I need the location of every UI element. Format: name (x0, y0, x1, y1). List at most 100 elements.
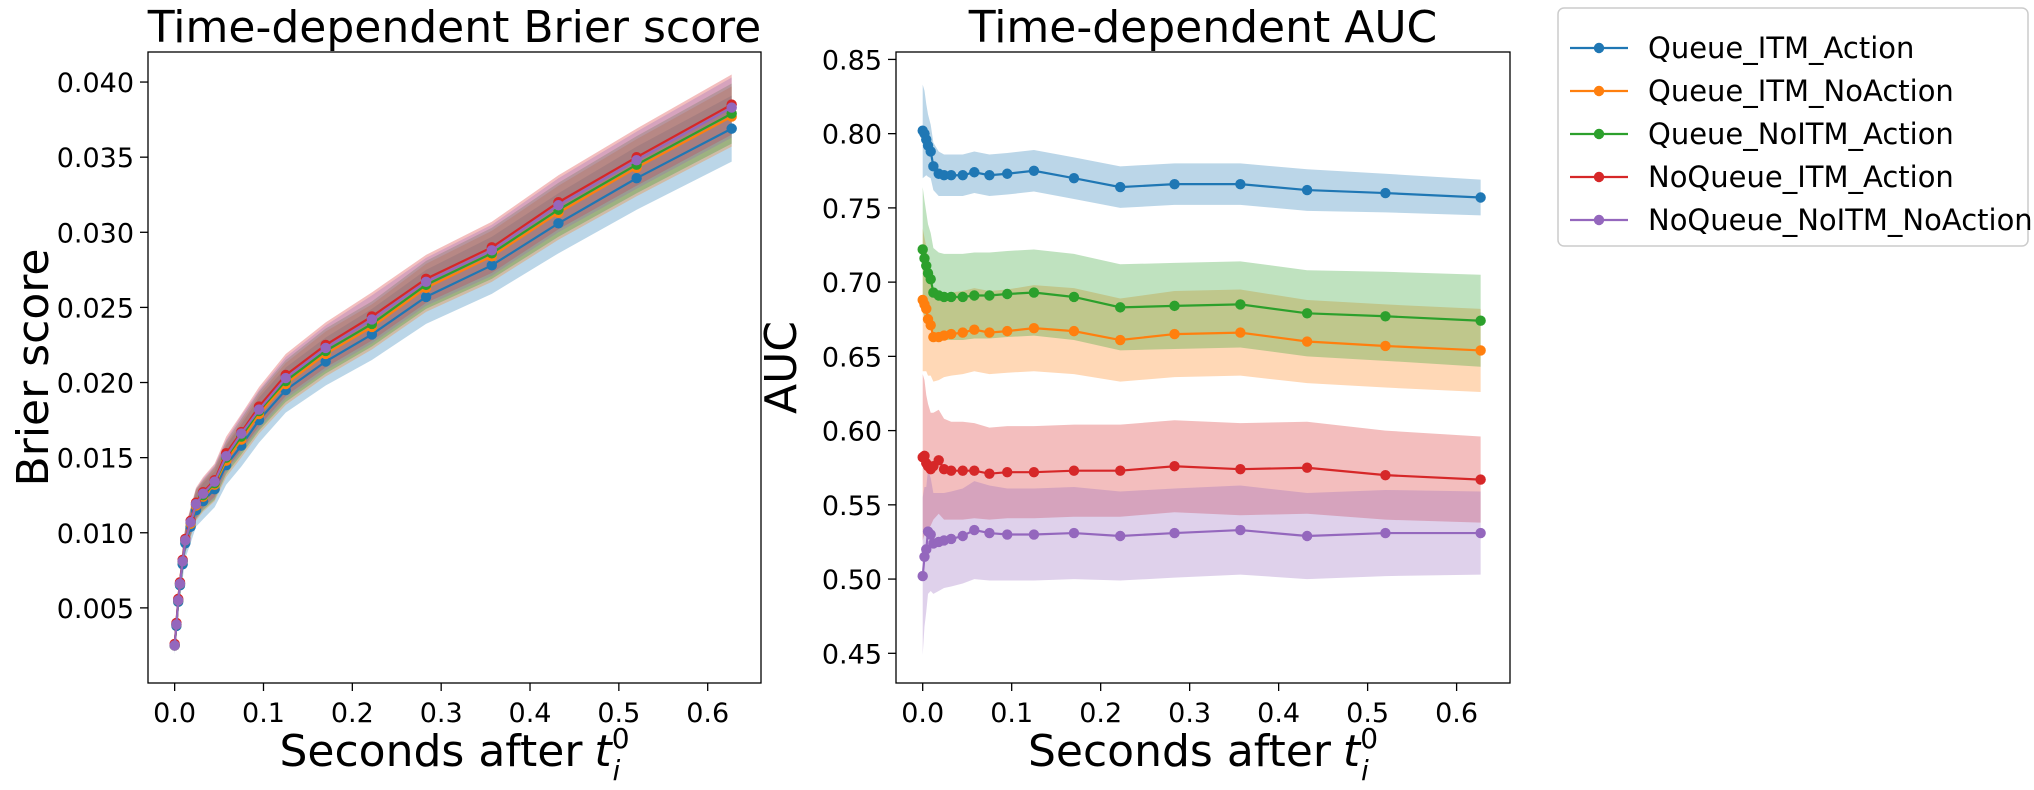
brier-xtick-label: 0.3 (420, 698, 463, 729)
brier-point-NoQueue_NoITM_NoAction-2 (173, 595, 184, 606)
auc-xtick-label: 0.4 (1257, 698, 1300, 729)
brier-band-NoQueue_NoITM_NoAction (174, 77, 732, 652)
auc-point-Queue_NoITM_Action-7 (938, 291, 950, 303)
auc-point-Queue_NoITM_Action-17 (1235, 299, 1246, 310)
auc-point-NoQueue_NoITM_NoAction-19 (1380, 527, 1391, 539)
auc-xtick-label: 0.0 (901, 698, 944, 729)
brier-point-NoQueue_NoITM_NoAction-13 (280, 372, 291, 384)
auc-point-Queue_ITM_Action-20 (1475, 192, 1486, 203)
auc-point-NoQueue_ITM_Action-12 (1002, 466, 1013, 478)
auc-point-Queue_ITM_NoAction-11 (984, 327, 995, 338)
auc-ytick-label: 0.85 (822, 45, 882, 76)
auc-point-Queue_ITM_Action-4 (925, 146, 936, 157)
auc-point-Queue_ITM_NoAction-2 (921, 303, 932, 315)
brier-xtick-label: 0.4 (509, 698, 552, 729)
auc-band-Queue_ITM_NoAction (922, 228, 1481, 392)
auc-point-Queue_ITM_NoAction-18 (1301, 336, 1313, 347)
brier-point-NoQueue_NoITM_NoAction-20 (726, 102, 737, 113)
auc-band-NoQueue_ITM_Action (922, 374, 1481, 541)
brier-line-Queue_ITM_Action (173, 127, 733, 646)
auc-ytick-label: 0.75 (822, 194, 882, 225)
auc-point-Queue_NoITM_Action-11 (984, 290, 995, 301)
auc-point-Queue_ITM_Action-5 (928, 161, 939, 172)
brier-point-NoQueue_NoITM_NoAction-17 (486, 245, 498, 256)
brier-ytick-label: 0.015 (57, 444, 134, 475)
auc-point-NoQueue_ITM_Action-10 (969, 465, 980, 476)
legend-frame (1557, 7, 2029, 247)
auc-point-Queue_ITM_NoAction-14 (1068, 325, 1080, 337)
brier-xlabel: Seconds after t0 i (279, 722, 629, 787)
brier-point-Queue_ITM_Action-15 (366, 329, 378, 340)
auc-point-Queue_ITM_NoAction-9 (957, 327, 968, 338)
auc-point-NoQueue_ITM_Action-19 (1380, 469, 1391, 481)
auc-xtick-label: 0.6 (1435, 698, 1478, 729)
auc-point-NoQueue_ITM_Action-16 (1169, 461, 1180, 472)
auc-point-Queue_NoITM_Action-13 (1028, 287, 1040, 298)
auc-xtick-label: 0.3 (1168, 698, 1211, 729)
auc-point-NoQueue_NoITM_NoAction-11 (984, 527, 995, 539)
auc-point-NoQueue_ITM_Action-20 (1475, 474, 1486, 485)
brier-point-NoQueue_NoITM_NoAction-18 (553, 200, 564, 211)
auc-point-NoQueue_NoITM_NoAction-16 (1169, 527, 1180, 539)
auc-point-Queue_ITM_Action-13 (1028, 165, 1040, 176)
brier-point-NoQueue_NoITM_NoAction-0 (169, 640, 180, 651)
auc-band-Queue_ITM_Action (922, 84, 1481, 216)
auc-point-Queue_ITM_NoAction-20 (1475, 345, 1486, 356)
auc-point-Queue_ITM_Action-7 (938, 170, 950, 181)
auc-ytick-label: 0.65 (822, 342, 882, 373)
auc-ytick-label: 0.70 (822, 268, 882, 299)
auc-point-NoQueue_NoITM_NoAction-15 (1115, 530, 1126, 542)
legend-label-NoQueue_ITM_Action: NoQueue_ITM_Action (1648, 160, 1954, 194)
auc-xlabel-math-sub: i (1361, 754, 1369, 787)
auc-point-Queue_ITM_NoAction-13 (1028, 322, 1040, 334)
auc-ytick-label: 0.55 (822, 491, 882, 522)
auc-point-NoQueue_ITM_Action-8 (945, 465, 957, 476)
auc-point-NoQueue_ITM_Action-17 (1235, 464, 1246, 475)
brier-point-NoQueue_NoITM_NoAction-15 (366, 314, 378, 325)
legend-marker-Queue_ITM_NoAction (1593, 85, 1605, 97)
brier-band-Queue_NoITM_Action (174, 83, 732, 652)
brier-ytick-label: 0.040 (57, 68, 134, 99)
brier-xtick-label: 0.0 (153, 698, 196, 729)
brier-point-Queue_ITM_Action-18 (553, 218, 564, 229)
brier-point-NoQueue_NoITM_NoAction-14 (320, 342, 331, 354)
brier-xlabel-math-sup: 0 (612, 722, 630, 755)
brier-xtick-label: 0.6 (686, 698, 729, 729)
brier-point-Queue_ITM_Action-16 (420, 291, 432, 303)
auc-xlabel-math-sup: 0 (1360, 722, 1378, 755)
brier-xlabel-math-sub: i (613, 754, 621, 787)
brier-xlabel-text: Seconds after (279, 726, 583, 777)
brier-ytick-label: 0.020 (57, 369, 134, 400)
auc-point-Queue_ITM_Action-12 (1002, 168, 1013, 179)
auc-point-Queue_ITM_NoAction-19 (1380, 340, 1391, 352)
brier-point-NoQueue_NoITM_NoAction-6 (185, 517, 196, 528)
auc-ytick-label: 0.80 (822, 120, 882, 151)
brier-ytick-label: 0.005 (57, 594, 134, 625)
auc-point-NoQueue_NoITM_NoAction-10 (969, 524, 980, 536)
auc-point-NoQueue_NoITM_NoAction-17 (1235, 524, 1246, 536)
auc-point-NoQueue_ITM_Action-14 (1068, 465, 1080, 476)
brier-point-NoQueue_NoITM_NoAction-19 (631, 154, 642, 166)
auc-xlabel-text: Seconds after (1028, 726, 1332, 777)
auc-ytick-label: 0.50 (822, 565, 882, 596)
auc-point-Queue_ITM_Action-11 (984, 170, 995, 181)
auc-point-Queue_ITM_NoAction-8 (945, 328, 957, 340)
brier-point-NoQueue_NoITM_NoAction-9 (209, 476, 220, 487)
legend-label-Queue_ITM_NoAction: Queue_ITM_NoAction (1648, 74, 1954, 108)
brier-xtick-label: 0.1 (242, 698, 285, 729)
brier-point-NoQueue_NoITM_NoAction-10 (220, 450, 232, 462)
auc-point-Queue_ITM_Action-16 (1169, 178, 1180, 190)
auc-point-Queue_ITM_Action-17 (1235, 178, 1246, 190)
legend-label-Queue_ITM_Action: Queue_ITM_Action (1648, 31, 1914, 65)
auc-point-Queue_ITM_Action-10 (969, 167, 980, 178)
brier-xtick-label: 0.5 (597, 698, 640, 729)
brier-point-Queue_ITM_Action-14 (320, 356, 331, 367)
auc-point-Queue_NoITM_Action-20 (1475, 315, 1486, 326)
auc-point-NoQueue_NoITM_NoAction-12 (1002, 529, 1013, 540)
auc-point-Queue_NoITM_Action-15 (1115, 302, 1126, 313)
auc-point-NoQueue_ITM_Action-18 (1301, 462, 1313, 473)
auc-point-NoQueue_NoITM_NoAction-9 (957, 530, 968, 542)
auc-point-Queue_ITM_Action-14 (1068, 173, 1080, 184)
brier-ytick-label: 0.035 (57, 143, 134, 174)
auc-band-Queue_NoITM_Action (922, 187, 1481, 367)
